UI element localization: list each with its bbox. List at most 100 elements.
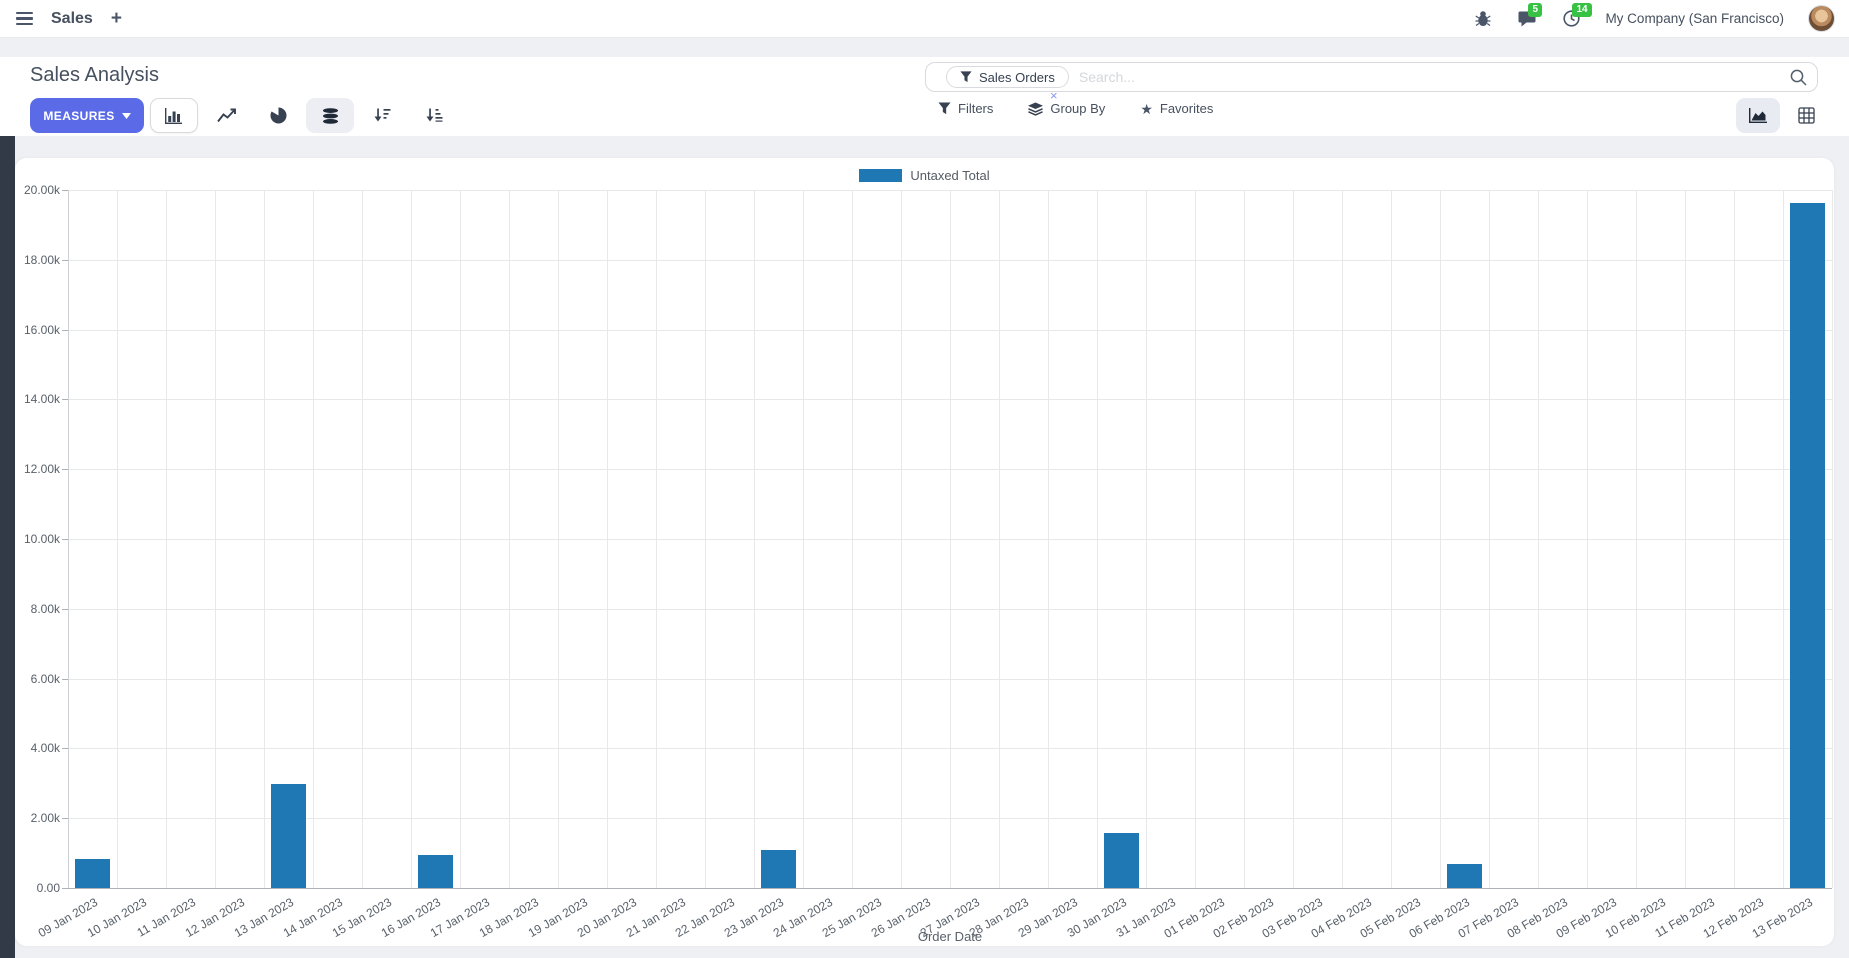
- filter-funnel-icon: [960, 71, 972, 83]
- chart-card: Untaxed Total 0.00 2.00k 4.00k 6.00k 8.00k 10…: [15, 158, 1834, 946]
- graph-view-button[interactable]: [1736, 98, 1780, 133]
- search-icon: [1790, 69, 1807, 86]
- search-bar[interactable]: Sales Orders ×: [925, 62, 1818, 102]
- filters-button[interactable]: Filters: [938, 101, 993, 116]
- search-button[interactable]: [1790, 69, 1807, 86]
- legend-swatch: [859, 169, 903, 182]
- stacked-toggle-button[interactable]: [306, 98, 354, 133]
- left-edge-strip: [0, 136, 15, 958]
- v-gridline: [1489, 190, 1490, 888]
- bar-23-jan-2023[interactable]: [761, 849, 796, 888]
- area-chart-icon: [1748, 108, 1767, 123]
- search-options-row: Filters Group By ★ Favorites: [938, 101, 1213, 116]
- clock-icon: [1563, 10, 1580, 27]
- v-gridline: [1195, 190, 1196, 888]
- chart-type-toolbar: [150, 98, 458, 133]
- bar-06-feb-2023[interactable]: [1447, 863, 1482, 888]
- pie-chart-button[interactable]: [254, 98, 302, 133]
- line-chart-button[interactable]: [202, 98, 250, 133]
- bar-chart-button[interactable]: [150, 98, 198, 133]
- v-gridline: [460, 190, 461, 888]
- v-gridline: [1293, 190, 1294, 888]
- v-gridline: [1342, 190, 1343, 888]
- messages-count-badge: 5: [1528, 2, 1542, 17]
- v-gridline: [1391, 190, 1392, 888]
- stacked-icon: [322, 107, 338, 124]
- app-name[interactable]: Sales: [51, 9, 93, 27]
- legend-label: Untaxed Total: [910, 168, 990, 183]
- v-gridline: [607, 190, 608, 888]
- v-gridline: [803, 190, 804, 888]
- x-axis-title: Order Date: [917, 929, 983, 944]
- sort-descending-button[interactable]: [358, 98, 406, 133]
- group-by-button[interactable]: Group By: [1028, 101, 1105, 116]
- bar-chart-icon: [165, 107, 182, 124]
- control-panel: Sales Analysis MEASURES: [0, 57, 1849, 136]
- v-gridline: [1538, 190, 1539, 888]
- search-input[interactable]: [1068, 69, 1790, 85]
- v-gridline: [852, 190, 853, 888]
- y-tick-label: 2.00k: [30, 811, 60, 826]
- sort-ascending-button[interactable]: [410, 98, 458, 133]
- bar-13-jan-2023[interactable]: [271, 784, 306, 888]
- measures-label: MEASURES: [43, 108, 115, 123]
- bar-30-jan-2023[interactable]: [1104, 833, 1139, 888]
- y-tick-mark: [62, 748, 68, 750]
- favorites-button[interactable]: ★ Favorites: [1140, 101, 1213, 116]
- y-axis-line: [68, 190, 69, 888]
- v-gridline: [313, 190, 314, 888]
- v-gridline: [950, 190, 951, 888]
- y-tick-mark: [62, 190, 68, 191]
- group-by-label: Group By: [1050, 101, 1106, 116]
- y-tick-label: 4.00k: [30, 741, 60, 756]
- v-gridline: [1783, 190, 1784, 888]
- y-tick-label: 12.00k: [23, 462, 60, 477]
- top-navbar: Sales + 5 14 My Company (San Franci: [0, 0, 1849, 38]
- line-chart-icon: [216, 108, 236, 123]
- v-gridline: [1734, 190, 1735, 888]
- v-gridline: [901, 190, 902, 888]
- y-tick-mark: [62, 539, 68, 540]
- measures-button[interactable]: MEASURES: [30, 98, 144, 133]
- user-avatar[interactable]: [1808, 5, 1835, 32]
- apps-menu-icon[interactable]: [16, 11, 33, 26]
- y-tick-label: 14.00k: [23, 392, 60, 407]
- facet-label: Sales Orders: [979, 69, 1055, 85]
- x-axis-line: [68, 888, 1832, 889]
- y-tick-label: 8.00k: [30, 601, 60, 616]
- activities-icon[interactable]: 14: [1561, 2, 1592, 28]
- plus-icon[interactable]: +: [110, 8, 122, 29]
- y-axis-labels: 0.00 2.00k 4.00k 6.00k 8.00k 10.00k 12.00k 14.0…: [15, 183, 60, 895]
- y-tick-label: 10.00k: [23, 532, 60, 546]
- pivot-view-button[interactable]: [1784, 98, 1828, 133]
- search-facet-sales-orders[interactable]: Sales Orders ×: [946, 66, 1069, 102]
- y-tick-mark: [62, 608, 68, 610]
- filters-icon: [938, 102, 951, 115]
- y-tick-mark: [62, 818, 68, 820]
- y-tick-mark: [62, 329, 68, 331]
- y-tick-mark: [62, 399, 68, 401]
- bar-13-feb-2023[interactable]: [1790, 202, 1825, 888]
- chart-legend[interactable]: Untaxed Total: [15, 168, 1834, 183]
- v-gridline: [411, 190, 412, 888]
- v-gridline: [1685, 190, 1686, 888]
- messages-icon[interactable]: 5: [1517, 2, 1542, 28]
- v-gridline: [215, 190, 216, 888]
- v-gridline: [117, 190, 118, 888]
- page-title: Sales Analysis: [30, 64, 159, 86]
- v-gridline: [264, 190, 265, 888]
- bar-16-jan-2023[interactable]: [418, 855, 453, 888]
- y-tick-mark: [62, 469, 68, 471]
- v-gridline: [509, 190, 510, 888]
- bar-09-jan-2023[interactable]: [75, 859, 110, 888]
- pie-chart-icon: [270, 107, 286, 124]
- sort-ascending-icon: [426, 108, 442, 122]
- debug-bug-icon[interactable]: [1473, 10, 1493, 28]
- facet-remove-button[interactable]: ×: [1050, 88, 1058, 103]
- plot-area: [62, 190, 1833, 889]
- v-gridline: [1244, 190, 1245, 888]
- favorites-label: Favorites: [1159, 101, 1214, 116]
- company-switcher[interactable]: My Company (San Francisco): [1605, 11, 1784, 26]
- v-gridline: [754, 190, 755, 888]
- v-gridline: [705, 190, 706, 888]
